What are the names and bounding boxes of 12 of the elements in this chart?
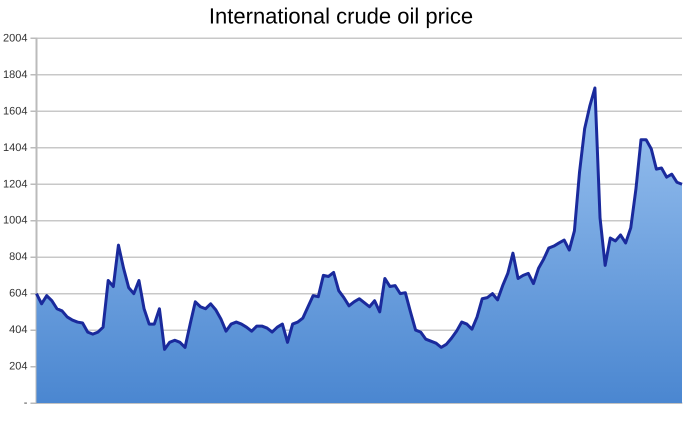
- y-tick-label: 1404: [2, 142, 28, 154]
- y-tick-label: 404: [9, 324, 28, 336]
- y-tick-label: 604: [9, 288, 28, 300]
- y-tick-label: 1604: [2, 105, 28, 118]
- y-tick-label: 1204: [2, 178, 28, 190]
- y-tick-label: -: [24, 397, 28, 410]
- y-tick-label: 1004: [2, 214, 28, 227]
- y-tick-label: 2004: [2, 32, 28, 44]
- y-tick-label: 1804: [2, 68, 28, 81]
- y-tick-label: 804: [9, 251, 28, 264]
- y-tick-label: 204: [9, 360, 28, 373]
- chart-title: International crude oil price: [208, 3, 474, 28]
